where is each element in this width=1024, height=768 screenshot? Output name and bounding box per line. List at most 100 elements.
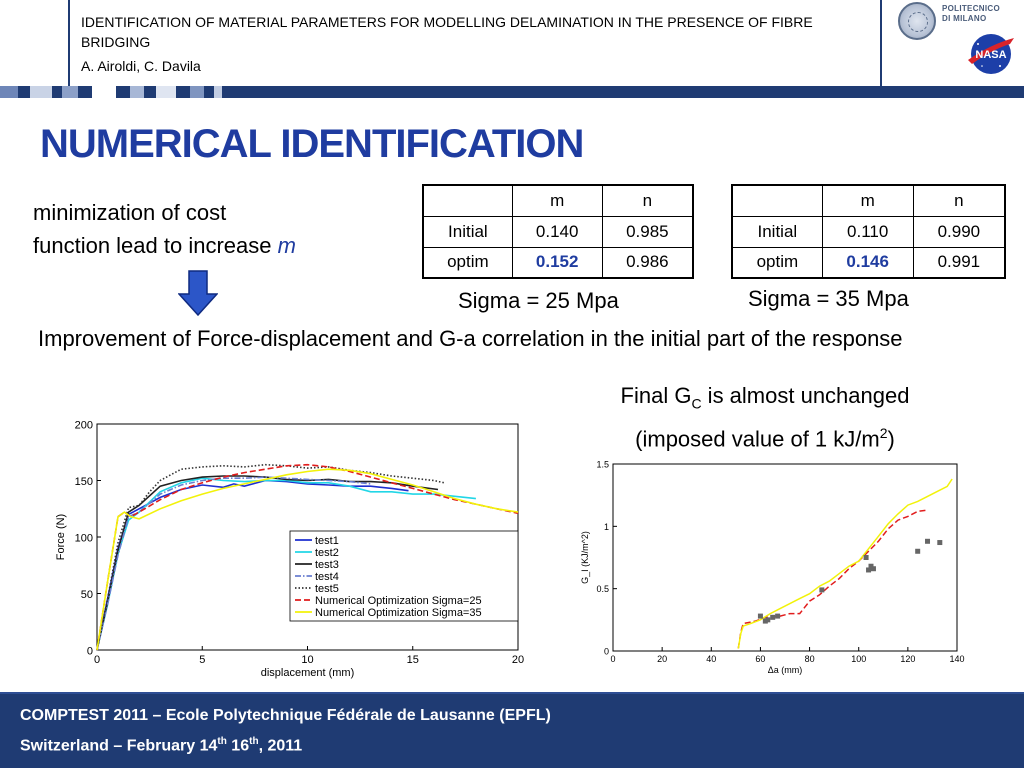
- data-point: [757, 613, 763, 619]
- polimi-line2: DI MILANO: [942, 14, 987, 23]
- footer-date-mid: 16: [226, 737, 250, 755]
- y-tick-label: 0: [87, 646, 93, 658]
- table-cell: optim: [731, 246, 823, 279]
- data-point: [770, 614, 776, 620]
- table-header-cell: n: [912, 184, 1006, 217]
- x-tick-label: 10: [301, 654, 313, 666]
- data-point: [765, 617, 771, 623]
- table-row: optim 0.152 0.986: [422, 246, 694, 279]
- final-gc-text: Final GC is almost unchanged (imposed va…: [570, 381, 960, 455]
- series-line: [737, 478, 953, 649]
- parameter-table-sigma25: m n Initial 0.140 0.985 optim 0.152 0.98…: [422, 184, 694, 279]
- footer-date-sup1: th: [217, 736, 227, 747]
- final-gc-sub: C: [691, 395, 702, 412]
- sigma-25-caption: Sigma = 25 Mpa: [458, 288, 619, 313]
- x-tick-label: 120: [900, 654, 915, 664]
- x-tick-label: 40: [706, 654, 716, 664]
- data-point: [870, 566, 876, 572]
- x-axis-label: displacement (mm): [261, 667, 355, 679]
- table-cell-highlight: 0.146: [821, 246, 914, 279]
- x-tick-label: 60: [755, 654, 765, 664]
- y-axis-label: G_I (KJ/m^2): [580, 531, 590, 584]
- y-tick-label: 0: [604, 647, 609, 657]
- footer-conference: COMPTEST 2011 – Ecole Polytechnique Fédé…: [20, 707, 551, 724]
- series-line: [96, 476, 371, 651]
- x-tick-label: 100: [851, 654, 866, 664]
- y-tick-label: 150: [75, 476, 93, 488]
- x-tick-label: 80: [805, 654, 815, 664]
- nasa-logo: NASA: [968, 34, 1014, 74]
- x-axis-label: Δa (mm): [768, 665, 803, 675]
- table-row: Initial 0.140 0.985: [422, 215, 694, 248]
- parameter-table-sigma35: m n Initial 0.110 0.990 optim 0.146 0.99…: [731, 184, 1006, 279]
- header-divider-left: [68, 0, 70, 86]
- final-gc-line2-post: ): [887, 426, 895, 452]
- footer-location-date: Switzerland – February 14th 16th, 2011: [20, 736, 302, 755]
- legend-label: test2: [315, 547, 339, 559]
- minimization-variable: m: [277, 233, 296, 258]
- table-header-cell: n: [601, 184, 694, 217]
- y-tick-label: 50: [81, 589, 93, 601]
- series-line: [96, 475, 439, 651]
- series-line: [96, 463, 445, 651]
- table-cell: 0.986: [601, 246, 694, 279]
- x-tick-label: 140: [949, 654, 964, 664]
- table-row: optim 0.146 0.991: [731, 246, 1006, 279]
- minimization-text: minimization of cost function lead to in…: [33, 196, 296, 262]
- legend-label: test1: [315, 535, 339, 547]
- table-cell: Initial: [731, 215, 823, 248]
- table-cell-highlight: 0.152: [511, 246, 603, 279]
- polimi-seal-logo: [898, 2, 936, 40]
- table-cell: Initial: [422, 215, 513, 248]
- y-tick-label: 1: [604, 522, 609, 532]
- y-tick-label: 1.5: [596, 460, 609, 470]
- footer-date-sup2: th: [249, 736, 259, 747]
- presentation-authors: A. Airoldi, C. Davila: [81, 58, 201, 74]
- plot-area: [612, 463, 958, 652]
- table-header-cell: m: [511, 184, 603, 217]
- table-header-cell: [422, 184, 513, 217]
- y-tick-label: 0.5: [596, 584, 609, 594]
- y-axis-label: Force (N): [55, 514, 67, 560]
- final-gc-line2-pre: (imposed value of 1 kJ/m: [635, 426, 880, 452]
- sigma-35-caption: Sigma = 35 Mpa: [748, 286, 909, 311]
- minimization-line2: function lead to increase m: [33, 229, 296, 262]
- footer-date-post: , 2011: [258, 737, 303, 755]
- final-gc-pre: Final G: [620, 383, 692, 408]
- x-tick-label: 0: [610, 654, 615, 664]
- data-point: [775, 613, 781, 619]
- final-gc-line2: (imposed value of 1 kJ/m2): [570, 418, 960, 454]
- data-point: [925, 538, 931, 544]
- down-arrow-icon: [178, 270, 218, 316]
- final-gc-post: is almost unchanged: [701, 383, 910, 408]
- final-gc-line2-sup: 2: [879, 425, 888, 442]
- y-tick-label: 200: [75, 420, 93, 432]
- data-point: [863, 555, 869, 560]
- x-tick-label: 15: [407, 654, 419, 666]
- minimization-line2-text: function lead to increase: [33, 233, 278, 258]
- table-cell: optim: [422, 246, 513, 279]
- polimi-line1: POLITECNICO: [942, 4, 1000, 13]
- legend-label: Numerical Optimization Sigma=25: [315, 595, 482, 607]
- data-point: [915, 548, 921, 554]
- series-line: [96, 468, 519, 651]
- table-header-cell: [731, 184, 823, 217]
- legend-label: test5: [315, 583, 339, 595]
- table-row: Initial 0.110 0.990: [731, 215, 1006, 248]
- data-point: [866, 567, 872, 573]
- table-header-row: m n: [731, 184, 1006, 217]
- nasa-logo-text: NASA: [975, 49, 1006, 61]
- table-cell: 0.985: [601, 215, 694, 248]
- legend-label: Numerical Optimization Sigma=35: [315, 607, 482, 619]
- final-gc-line1: Final GC is almost unchanged: [570, 381, 960, 418]
- presentation-title: IDENTIFICATION OF MATERIAL PARAMETERS FO…: [81, 14, 813, 50]
- footer-bar: COMPTEST 2011 – Ecole Polytechnique Fédé…: [0, 692, 1024, 768]
- table-header-cell: m: [821, 184, 914, 217]
- energy-release-chart: 0 20 40 60 80 100 120 140 0 0.5 1 1.5 Δa (mm) G_I (KJ…: [578, 455, 972, 679]
- x-tick-label: 20: [657, 654, 667, 664]
- footer-date-pre: Switzerland – February 14: [20, 737, 218, 755]
- chart-legend: [289, 530, 519, 622]
- polimi-wordmark: POLITECNICO DI MILANO: [942, 4, 1000, 24]
- legend-label: test4: [315, 571, 339, 583]
